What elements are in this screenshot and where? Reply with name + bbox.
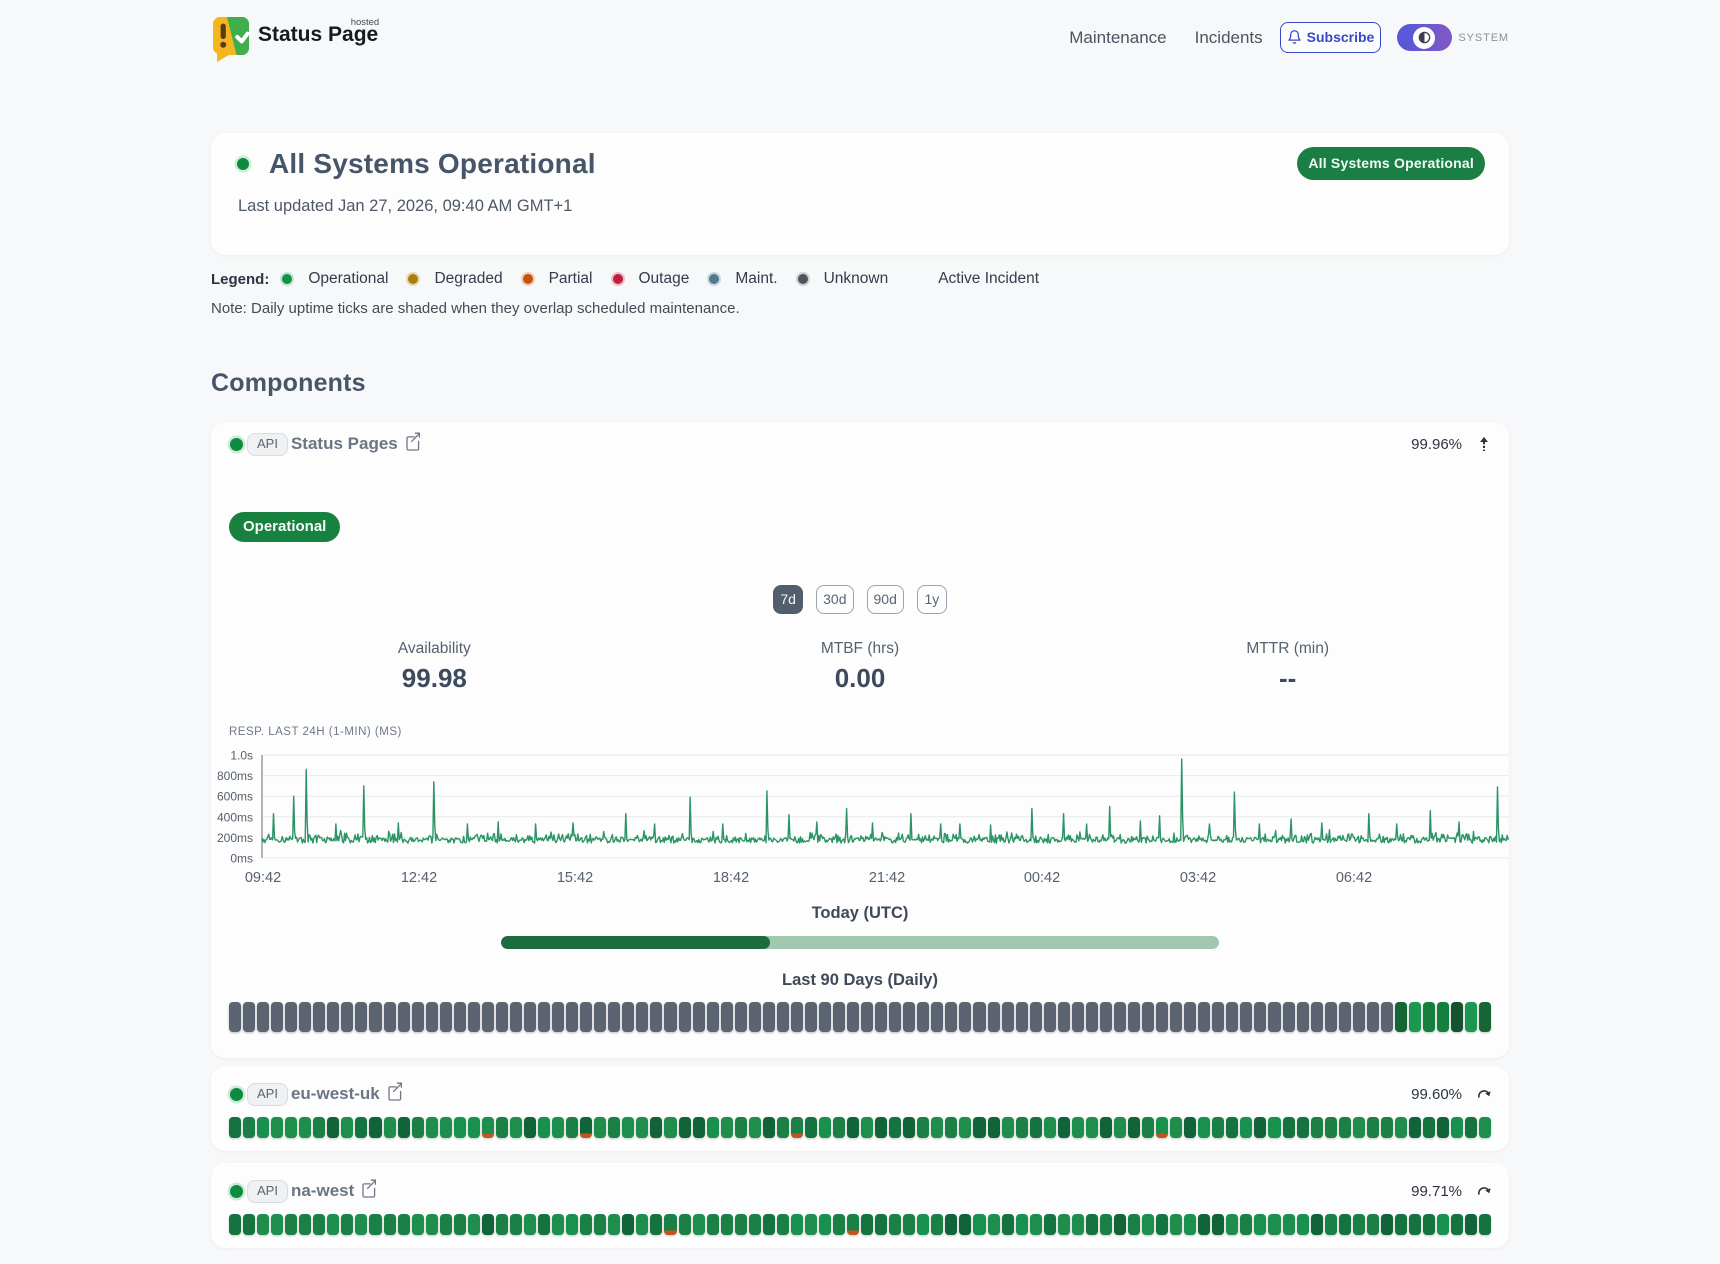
- svg-text:03:42: 03:42: [1180, 870, 1216, 886]
- svg-text:06:42: 06:42: [1336, 870, 1372, 886]
- svg-text:09:42: 09:42: [245, 870, 281, 886]
- svg-text:0ms: 0ms: [230, 852, 253, 866]
- svg-text:400ms: 400ms: [217, 810, 253, 824]
- svg-text:15:42: 15:42: [557, 870, 593, 886]
- svg-text:200ms: 200ms: [217, 831, 253, 845]
- svg-text:12:42: 12:42: [401, 870, 437, 886]
- svg-text:1.0s: 1.0s: [230, 749, 253, 763]
- svg-text:18:42: 18:42: [713, 870, 749, 886]
- svg-text:00:42: 00:42: [1024, 870, 1060, 886]
- svg-text:21:42: 21:42: [869, 870, 905, 886]
- svg-text:800ms: 800ms: [217, 769, 253, 783]
- svg-text:600ms: 600ms: [217, 790, 253, 804]
